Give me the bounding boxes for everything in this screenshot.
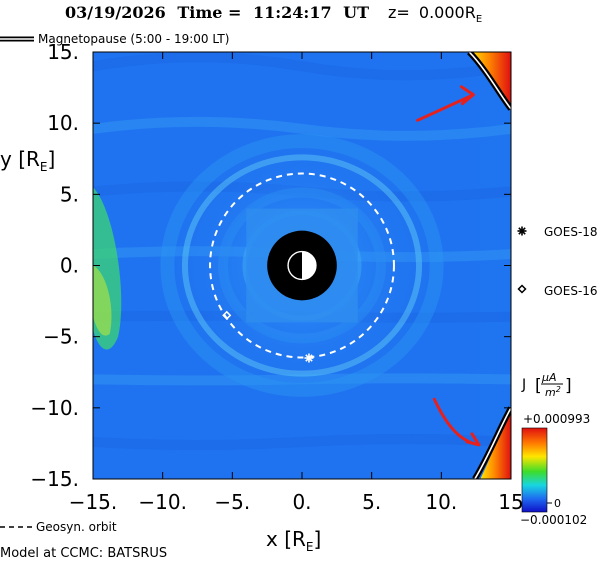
- x-tick-label: 15: [498, 490, 523, 514]
- geosync-legend-label: Geosyn. orbit: [36, 520, 117, 534]
- y-tick-label: 10.: [47, 111, 79, 135]
- y-tick-label: 5.: [60, 182, 79, 206]
- y-axis: 15. 10. 5. 0. −5. −10. −15.: [30, 40, 511, 491]
- x-tick-label: −10.: [138, 490, 187, 514]
- colorbar-unit-denominator: m2: [545, 385, 561, 399]
- colorbar-max-label: +0.000993: [523, 412, 590, 426]
- corner-current-top-right: [469, 52, 511, 109]
- x-tick-label: 5.: [362, 490, 381, 514]
- model-credit: Model at CCMC: BATSRUS: [0, 546, 167, 561]
- magnetopause-top-inner: [468, 52, 511, 110]
- y-tick-label: 0.: [60, 254, 79, 278]
- x-axis: −15. −10. −5. 0. 5. 10. 15: [69, 52, 524, 514]
- arrow-top-right: [416, 85, 475, 122]
- colorbar-title: J: [521, 377, 526, 393]
- x-tick-label: 0.: [292, 490, 311, 514]
- earth-day-half: [302, 251, 316, 280]
- x-axis-label: x [RE]: [266, 527, 321, 554]
- colorbar: J μA m2 [ ] +0.000993 0 −0.000102: [520, 371, 590, 527]
- goes18-legend-label: GOES-18: [544, 225, 598, 239]
- x-tick-label: −15.: [69, 490, 118, 514]
- field-wave: [93, 52, 511, 81]
- colorbar-min-label: −0.000102: [520, 513, 587, 527]
- earth-icon: [287, 250, 317, 281]
- y-tick-label: −5.: [43, 325, 79, 349]
- goes18-legend-marker: [517, 226, 527, 236]
- colorbar-bracket-right: ]: [565, 376, 572, 396]
- colorbar-gradient: [521, 427, 548, 513]
- nightside-yellow-region: [93, 265, 112, 336]
- goes16-legend-marker: [517, 284, 527, 294]
- satellite-legend: GOES-18 GOES-16: [517, 225, 598, 298]
- colorbar-zero-label: 0: [554, 497, 561, 510]
- asterisk-marker-stroke: [305, 354, 313, 362]
- y-axis-label: y [RE]: [0, 147, 55, 174]
- x-tick-label: 10.: [425, 490, 457, 514]
- geosync-orbit-circle: [209, 172, 395, 359]
- diamond-marker: [222, 310, 232, 320]
- goes16-legend-label: GOES-16: [544, 284, 598, 298]
- y-tick-label: 15.: [47, 40, 79, 64]
- y-tick-label: −15.: [30, 467, 79, 491]
- diamond-marker: [517, 284, 527, 294]
- x-tick-label: −5.: [214, 490, 250, 514]
- magnetopause-legend-label: Magnetopause (5:00 - 19:00 LT): [38, 32, 229, 46]
- z-slice-label: z= 0.000RE: [388, 3, 482, 25]
- colorbar-unit-numerator: μA: [541, 371, 557, 384]
- magnetopause-bottom-inner: [474, 407, 511, 479]
- field-wave: [93, 434, 511, 450]
- plot-title: 03/19/2026 Time = 11:24:17 UT: [65, 3, 369, 22]
- arrow-bottom-right: [432, 397, 481, 447]
- y-tick-label: −10.: [30, 396, 79, 420]
- asterisk-marker-stroke: [518, 227, 526, 235]
- satellite-markers: [222, 310, 314, 363]
- magnetopause-legend: Magnetopause (5:00 - 19:00 LT): [0, 32, 229, 46]
- colorbar-bracket-left: [: [535, 376, 542, 396]
- plot-area: [93, 52, 511, 479]
